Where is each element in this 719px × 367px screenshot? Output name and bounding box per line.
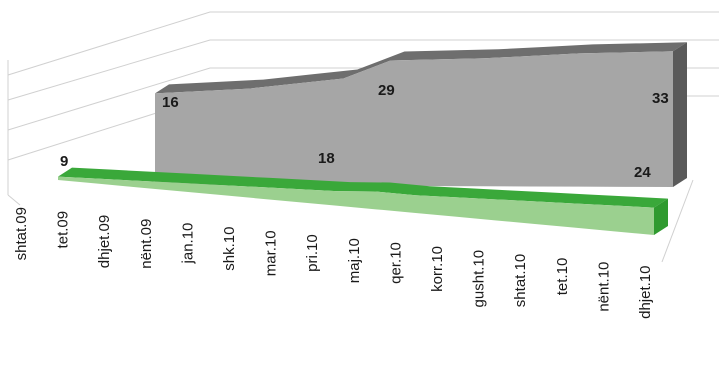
data-label: 18 bbox=[318, 150, 335, 167]
gridline bbox=[7, 11, 719, 76]
series-gray-top bbox=[155, 42, 687, 94]
x-tick-label: nënt.10 bbox=[595, 262, 612, 312]
x-tick-label: shtat.10 bbox=[512, 254, 529, 307]
data-labels: 16 29 33 9 18 24 bbox=[60, 82, 669, 181]
x-tick-label: tet.10 bbox=[554, 258, 571, 296]
x-tick-label: shtat.09 bbox=[13, 207, 30, 260]
x-tick-label: jan.10 bbox=[179, 223, 196, 265]
x-tick-label: shk.10 bbox=[221, 227, 238, 271]
series-green-side bbox=[654, 198, 668, 235]
x-tick-label: gusht.10 bbox=[471, 250, 488, 308]
x-tick-label: korr.10 bbox=[429, 246, 446, 292]
x-tick-label: qer.10 bbox=[387, 242, 404, 284]
x-tick-label: mar.10 bbox=[263, 230, 280, 276]
x-tick-label: dhjet.09 bbox=[96, 215, 113, 268]
x-tick-label: nënt.09 bbox=[138, 219, 155, 269]
series-green-face bbox=[58, 176, 654, 235]
data-label: 16 bbox=[162, 94, 179, 111]
x-tick-label: maj.10 bbox=[346, 238, 363, 283]
x-tick-label: dhjet.10 bbox=[637, 266, 654, 319]
data-label: 29 bbox=[378, 82, 395, 99]
data-label: 33 bbox=[652, 90, 669, 107]
series-gray-face bbox=[155, 51, 673, 188]
x-axis: shtat.09 tet.09 dhjet.09 nënt.09 jan.10 shk.1… bbox=[13, 207, 654, 319]
floor-edge-right bbox=[661, 179, 694, 263]
x-tick-label: pri.10 bbox=[304, 234, 321, 272]
series-green-area bbox=[58, 167, 668, 235]
series-gray-area bbox=[155, 42, 687, 188]
series-gray-side bbox=[673, 42, 687, 188]
floor-edge-left bbox=[7, 194, 21, 206]
data-label: 24 bbox=[634, 164, 651, 181]
gridline bbox=[7, 39, 719, 101]
x-tick-label: tet.09 bbox=[55, 211, 72, 249]
data-label: 9 bbox=[60, 153, 68, 170]
series-green-top bbox=[58, 167, 668, 208]
